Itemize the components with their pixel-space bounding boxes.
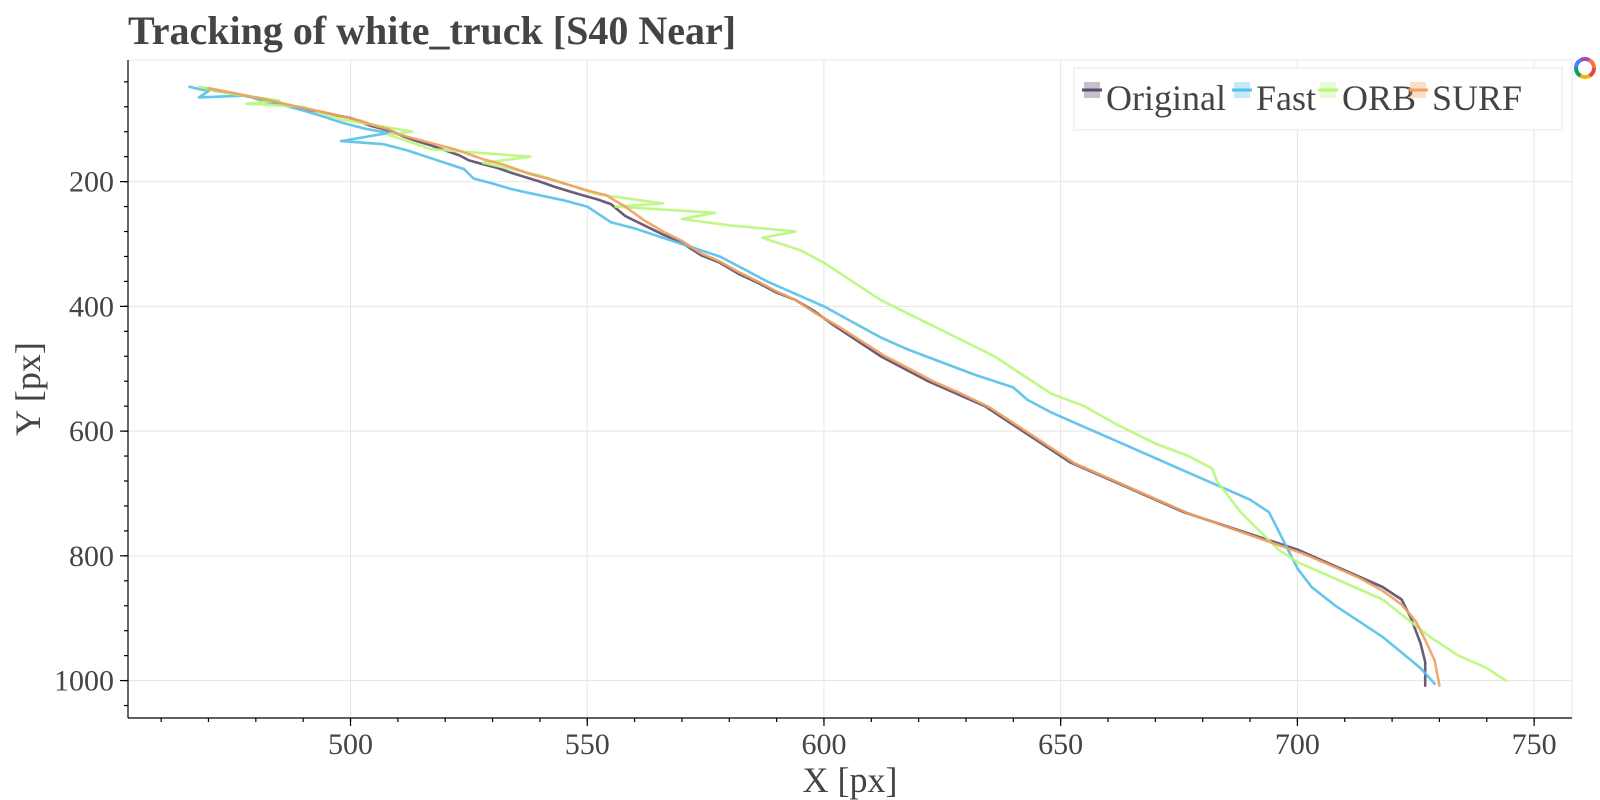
bokeh-logo-icon[interactable] <box>1574 57 1596 79</box>
logo-segment <box>1574 67 1582 78</box>
legend-item-original[interactable]: Original <box>1082 78 1226 118</box>
y-tick-label: 400 <box>69 290 114 323</box>
series-line-surf <box>207 86 1441 687</box>
series-line-fast <box>188 85 1436 685</box>
logo-segment <box>1579 57 1591 63</box>
x-tick-label: 600 <box>801 728 846 761</box>
x-tick-label: 650 <box>1038 728 1083 761</box>
x-tick-label: 550 <box>565 728 610 761</box>
y-tick-label: 1000 <box>54 665 114 698</box>
legend-label: ORB <box>1342 78 1416 118</box>
logo-segment <box>1579 73 1591 79</box>
legend[interactable]: Original Fast ORB SURF <box>1073 67 1563 131</box>
series-line-orb <box>197 85 1507 682</box>
y-tick-label: 600 <box>69 415 114 448</box>
grid <box>128 59 1573 718</box>
y-tick-label: 200 <box>69 166 114 199</box>
x-axis-label: X [px] <box>803 760 898 800</box>
legend-item-surf[interactable]: SURF <box>1408 78 1522 118</box>
legend-label: SURF <box>1432 78 1522 118</box>
legend-label: Fast <box>1256 78 1316 118</box>
x-tick-label: 750 <box>1512 728 1557 761</box>
legend-box <box>1073 67 1563 131</box>
y-axis-label: Y [px] <box>8 342 48 436</box>
legend-item-orb[interactable]: ORB <box>1318 78 1416 118</box>
y-tick-label: 800 <box>69 540 114 573</box>
chart-title: Tracking of white_truck [S40 Near] <box>128 8 736 53</box>
logo-segment <box>1588 58 1596 69</box>
x-tick-label: 500 <box>328 728 373 761</box>
x-tick-label: 700 <box>1275 728 1320 761</box>
legend-label: Original <box>1106 78 1226 118</box>
axes: 500 550 600 650 700 750 200 400 600 800 1000 <box>54 60 1572 761</box>
logo-segment <box>1588 67 1596 78</box>
series-line-original <box>202 86 1427 687</box>
series-lines <box>188 85 1507 687</box>
logo-segment <box>1574 58 1582 69</box>
legend-item-fast[interactable]: Fast <box>1232 78 1316 118</box>
